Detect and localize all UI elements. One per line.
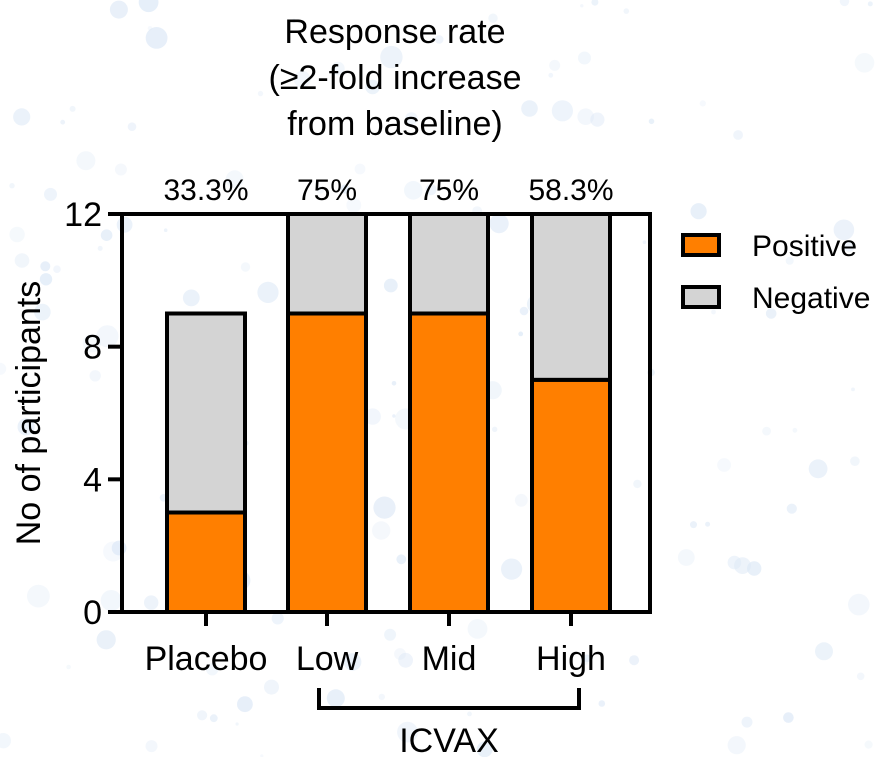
legend-swatch-negative bbox=[681, 285, 721, 309]
bar-negative-mid bbox=[408, 212, 490, 316]
bar-negative-high bbox=[530, 212, 612, 382]
bar-positive-mid bbox=[408, 311, 490, 614]
plot-frame bbox=[120, 212, 652, 614]
x-tick-label: Low bbox=[296, 640, 359, 678]
legend-label-negative: Negative bbox=[752, 282, 870, 315]
x-tick-label: High bbox=[536, 640, 606, 678]
y-tick-label: 4 bbox=[83, 461, 102, 499]
bar-negative-low bbox=[286, 212, 368, 316]
group-bracket bbox=[317, 688, 581, 710]
group-bracket-label: ICVAX bbox=[399, 722, 499, 757]
y-tick-label: 8 bbox=[83, 329, 102, 367]
x-tick-label: Mid bbox=[422, 640, 477, 678]
bar-positive-high bbox=[530, 377, 612, 615]
chart-title-line-1: Response rate bbox=[284, 13, 506, 51]
y-axis-label: No of participants bbox=[10, 281, 48, 546]
legend-label-positive: Positive bbox=[752, 230, 857, 263]
y-tick-label: 12 bbox=[64, 196, 102, 234]
bar-positive-placebo bbox=[165, 510, 247, 614]
legend-swatch-positive bbox=[681, 233, 721, 257]
x-tick-label: Placebo bbox=[145, 640, 268, 678]
chart-title-line-2: (≥2-fold increase bbox=[268, 59, 522, 97]
data-label: 33.3% bbox=[163, 174, 248, 207]
bar-negative-placebo bbox=[165, 311, 247, 515]
data-label: 75% bbox=[419, 174, 479, 207]
bar-positive-low bbox=[286, 311, 368, 614]
y-tick-label: 0 bbox=[83, 594, 102, 632]
chart-title-line-3: from baseline) bbox=[287, 105, 503, 143]
data-label: 75% bbox=[297, 174, 357, 207]
data-label: 58.3% bbox=[528, 174, 613, 207]
